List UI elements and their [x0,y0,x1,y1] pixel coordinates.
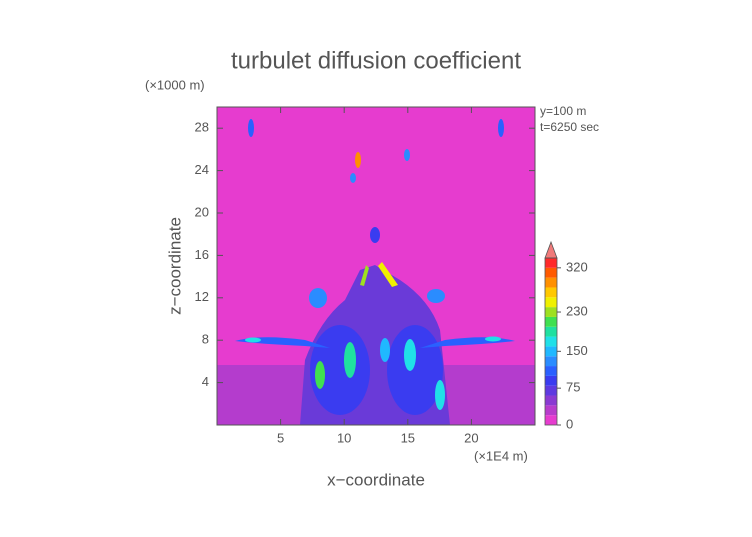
contour-feature [378,262,398,287]
contour-field [217,119,535,425]
colorbar-cell [545,366,557,376]
colorbar-cell [545,307,557,317]
contour-feature [387,325,443,415]
colorbar-extend [544,240,558,259]
x-tick-label: 10 [337,430,351,445]
y-tick-label: 12 [195,289,209,304]
contour-feature [435,380,445,410]
colorbar-cell [545,326,557,337]
x-unit: (×1E4 m) [474,448,528,463]
contour-feature [380,338,390,362]
colorbar-cell [545,316,557,327]
colorbar-cell [545,277,557,288]
colorbar-cell [545,385,557,396]
colorbar-cell [545,287,557,298]
colorbar-tick-label: 75 [566,380,580,395]
colorbar-cell [545,375,557,386]
plot-frame [216,106,536,426]
colorbar-cell [545,405,557,416]
colorbar-cell [545,297,557,308]
x-tick-label: 20 [464,430,478,445]
colorbar-tick-label: 150 [566,343,588,358]
contour-feature [344,342,356,378]
contour-feature [350,173,356,183]
colorbar-cell [545,346,557,357]
contour-feature [248,119,254,137]
contour-feature [245,337,261,343]
y-unit: (×1000 m) [145,77,205,92]
colorbar-tick-label: 230 [566,303,588,318]
colorbar-cell [545,356,557,367]
annotation: y=100 m [540,104,586,118]
colorbar-cell [545,415,557,425]
contour-feature [498,119,504,137]
y-tick-label: 28 [195,120,209,135]
colorbar-tick-label: 320 [566,259,588,274]
contour-feature [370,227,380,243]
colorbar-tick-label: 0 [566,416,573,431]
y-tick-label: 4 [202,374,209,389]
y-tick-label: 8 [202,332,209,347]
contour-feature [485,336,501,342]
y-tick-label: 20 [195,204,209,219]
contour-feature [360,265,369,286]
contour-feature [315,361,325,389]
x-tick-label: 15 [401,430,415,445]
x-axis-label: x−coordinate [327,470,425,489]
y-tick-label: 16 [195,247,209,262]
colorbar-cell [545,336,557,347]
contour-feature [427,289,445,303]
annotation: t=6250 sec [540,120,599,134]
colorbar-cell [545,395,557,406]
contour-feature [355,152,361,168]
colorbar-frame [544,257,558,426]
x-tick-label: 5 [277,430,284,445]
contour-feature [309,288,327,308]
y-axis-label: z−coordinate [165,217,184,315]
colorbar-cell [545,267,557,278]
contour-feature [404,149,410,161]
chart-title: turbulet diffusion coefficient [231,47,521,74]
y-tick-label: 24 [195,162,209,177]
contour-feature [404,339,416,371]
colorbar-cell [545,258,557,268]
